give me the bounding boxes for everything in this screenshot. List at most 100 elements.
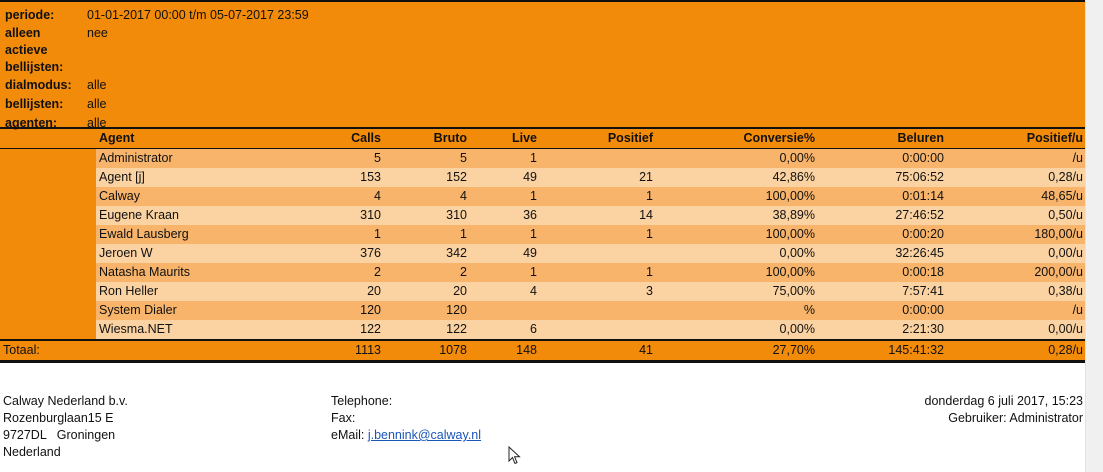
total-live: 148 [470,339,540,363]
meta-alleen-actieve: alleen actieve bellijsten: nee [0,25,1086,76]
company-name: Calway Nederland b.v. [3,394,128,408]
cell-positief [540,320,656,340]
cell-conversie: 100,00% [656,225,818,244]
company-country: Nederland [3,445,61,459]
table-row: Ewald Lausberg 1 1 1 1 100,00% 0:00:20 180,00/u [0,225,1086,244]
cell-calls: 122 [282,320,384,340]
row-spacer [0,168,96,187]
company-street: Rozenburglaan15 E [3,411,114,425]
cell-positief [540,148,656,168]
meta-label: periode: [5,8,55,22]
cell-calls: 376 [282,244,384,263]
cell-positief-u: 0,28/u [947,168,1086,187]
cell-bruto: 20 [384,282,470,301]
cell-conversie: 0,00% [656,244,818,263]
cell-agent: Ewald Lausberg [96,225,282,244]
meta-value: 01-01-2017 00:00 t/m 05-07-2017 23:59 [87,8,309,22]
report-info: donderdag 6 juli 2017, 15:23 Gebruiker: … [925,393,1083,427]
cell-conversie: 42,86% [656,168,818,187]
cell-positief: 1 [540,187,656,206]
cell-positief: 1 [540,263,656,282]
table-row: Calway 4 4 1 1 100,00% 0:01:14 48,65/u [0,187,1086,206]
cell-calls: 5 [282,148,384,168]
cell-agent: Jeroen W [96,244,282,263]
cell-positief-u: /u [947,148,1086,168]
table-row: System Dialer 120 120% 0:00:00/u [0,301,1086,320]
table-row: Jeroen W 376 342 49 0,00% 32:26:45 0,00/u [0,244,1086,263]
header-spacer [0,127,96,149]
cell-agent: Agent [j] [96,168,282,187]
cell-beluren: 0:00:18 [818,263,947,282]
table-row: Ron Heller 20 20 4 3 75,00% 7:57:41 0,38/u [0,282,1086,301]
meta-label: agenten: [5,116,58,130]
cell-conversie: 100,00% [656,187,818,206]
fax-label: Fax: [331,411,356,425]
cell-conversie: 100,00% [656,263,818,282]
cell-calls: 153 [282,168,384,187]
cell-live: 49 [470,244,540,263]
cell-calls: 20 [282,282,384,301]
cell-positief-u: 0,50/u [947,206,1086,225]
total-spacer [96,339,282,363]
column-header-positief-per-uur: Positief/u [947,127,1086,149]
cell-positief [540,301,656,320]
cell-agent: Ron Heller [96,282,282,301]
cell-agent: Calway [96,187,282,206]
row-spacer [0,148,96,168]
cell-beluren: 32:26:45 [818,244,947,263]
column-header-calls: Calls [282,127,384,149]
cell-positief-u: 0,00/u [947,244,1086,263]
meta-label-line: bellijsten: [5,60,64,74]
cell-agent: Eugene Kraan [96,206,282,225]
meta-label-line: alleen [5,26,41,40]
cell-positief-u: 48,65/u [947,187,1086,206]
column-header-live: Live [470,127,540,149]
table-row: Administrator 5 5 1 0,00% 0:00:00/u [0,148,1086,168]
cell-conversie: 38,89% [656,206,818,225]
cell-bruto: 2 [384,263,470,282]
cell-beluren: 2:21:30 [818,320,947,340]
report: periode: 01-01-2017 00:00 t/m 05-07-2017… [0,0,1086,363]
cell-live: 1 [470,263,540,282]
column-header-conversie: Conversie% [656,127,818,149]
company-contact: Telephone: Fax: eMail: j.bennink@calway.… [331,393,481,444]
agent-stats-table: Agent Calls Bruto Live Positief Conversi… [0,127,1086,363]
email-line: eMail: j.bennink@calway.nl [331,427,481,444]
meta-periode: periode: 01-01-2017 00:00 t/m 05-07-2017… [0,6,1086,25]
total-bruto: 1078 [384,339,470,363]
row-spacer [0,244,96,263]
column-header-bruto: Bruto [384,127,470,149]
cell-live: 6 [470,320,540,340]
cell-live: 49 [470,168,540,187]
total-conversie: 27,70% [656,339,818,363]
cell-beluren: 7:57:41 [818,282,947,301]
meta-value: nee [87,26,108,40]
row-spacer [0,282,96,301]
company-address: Calway Nederland b.v. Rozenburglaan15 E … [3,393,128,461]
cell-positief-u: 0,38/u [947,282,1086,301]
cell-conversie: 75,00% [656,282,818,301]
cell-calls: 1 [282,225,384,244]
cell-agent: Wiesma.NET [96,320,282,340]
meta-label: alleen actieve bellijsten: [0,25,87,76]
row-spacer [0,301,96,320]
cell-calls: 310 [282,206,384,225]
meta-value: alle [87,97,107,111]
table-row: Agent [j] 153 152 49 21 42,86% 75:06:52 0,28/u [0,168,1086,187]
column-header-positief: Positief [540,127,656,149]
cell-positief: 1 [540,225,656,244]
row-spacer [0,187,96,206]
total-row: Totaal: 1113 1078 148 41 27,70% 145:41:3… [0,339,1086,363]
cell-conversie: % [656,301,818,320]
cell-positief-u: 180,00/u [947,225,1086,244]
meta-label-line: actieve [5,43,48,57]
cell-conversie: 0,00% [656,148,818,168]
cell-conversie: 0,00% [656,320,818,340]
vertical-scrollbar[interactable] [1085,0,1103,472]
cell-live: 1 [470,187,540,206]
cell-positief: 21 [540,168,656,187]
cell-calls: 120 [282,301,384,320]
email-link[interactable]: j.bennink@calway.nl [367,428,482,442]
total-positief-per-uur: 0,28/u [947,339,1086,363]
cell-positief [540,244,656,263]
